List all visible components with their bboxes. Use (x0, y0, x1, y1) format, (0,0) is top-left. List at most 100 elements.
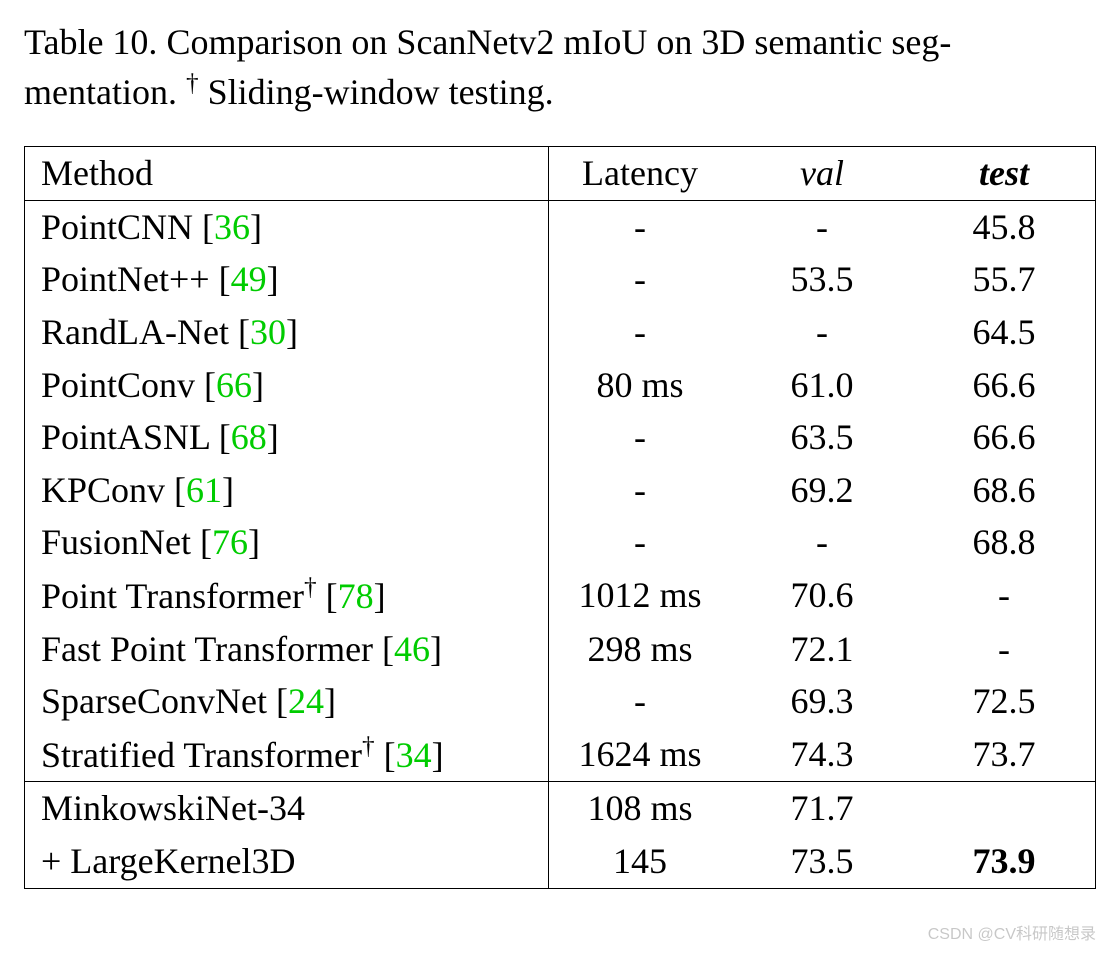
latency-cell: - (549, 306, 732, 359)
method-cell: Fast Point Transformer [46] (25, 623, 549, 676)
ref-bracket: ] (286, 312, 298, 352)
latency-cell: - (549, 253, 732, 306)
method-cell: Stratified Transformer† [34] (25, 728, 549, 782)
ref-bracket: [ (238, 312, 250, 352)
ref-bracket: [ (200, 522, 212, 562)
table-row: SparseConvNet [24]-69.372.5 (25, 675, 1096, 728)
table-row: Fast Point Transformer [46]298 ms72.1- (25, 623, 1096, 676)
method-cell: + LargeKernel3D (25, 835, 549, 888)
results-table: Method Latency val test PointCNN [36]--4… (24, 146, 1096, 888)
table-row: PointASNL [68]-63.566.6 (25, 411, 1096, 464)
ref-bracket: ] (250, 207, 262, 247)
table-caption: Table 10. Comparison on ScanNetv2 mIoU o… (24, 18, 1096, 116)
method-cell: RandLA-Net [30] (25, 306, 549, 359)
table-row: PointCNN [36]--45.8 (25, 200, 1096, 253)
method-name: + LargeKernel3D (41, 841, 296, 881)
ref-bracket: [ (276, 681, 288, 721)
table-row: + LargeKernel3D14573.573.9 (25, 835, 1096, 888)
method-cell: SparseConvNet [24] (25, 675, 549, 728)
ref-bracket: [ (326, 576, 338, 616)
method-name: MinkowskiNet-34 (41, 788, 305, 828)
latency-cell: 80 ms (549, 359, 732, 412)
citation-ref[interactable]: 49 (231, 259, 267, 299)
citation-ref[interactable]: 68 (231, 417, 267, 457)
method-name: PointConv (41, 365, 195, 405)
dagger-icon: † (362, 733, 375, 760)
val-cell: - (731, 306, 913, 359)
test-cell (913, 782, 1096, 835)
ref-bracket: ] (324, 681, 336, 721)
col-test: test (913, 147, 1096, 201)
latency-cell: - (549, 516, 732, 569)
test-cell: 66.6 (913, 411, 1096, 464)
citation-ref[interactable]: 36 (214, 207, 250, 247)
latency-cell: 1624 ms (549, 728, 732, 782)
method-cell: PointCNN [36] (25, 200, 549, 253)
method-cell: FusionNet [76] (25, 516, 549, 569)
watermark: CSDN @CV科研随想录 (928, 920, 1096, 944)
latency-cell: - (549, 200, 732, 253)
method-cell: PointNet++ [49] (25, 253, 549, 306)
citation-ref[interactable]: 34 (396, 735, 432, 775)
test-cell: 73.7 (913, 728, 1096, 782)
val-cell: - (731, 516, 913, 569)
val-cell: 63.5 (731, 411, 913, 464)
dagger-icon: † (304, 574, 317, 601)
caption-line2: mentation. (24, 72, 177, 112)
val-cell: 74.3 (731, 728, 913, 782)
citation-ref[interactable]: 30 (250, 312, 286, 352)
citation-ref[interactable]: 61 (186, 470, 222, 510)
val-cell: - (731, 200, 913, 253)
val-cell: 70.6 (731, 569, 913, 623)
ref-bracket: ] (374, 576, 386, 616)
ref-bracket: [ (384, 735, 396, 775)
table-row: PointConv [66]80 ms61.066.6 (25, 359, 1096, 412)
method-name: Stratified Transformer (41, 735, 362, 775)
val-cell: 72.1 (731, 623, 913, 676)
latency-cell: 145 (549, 835, 732, 888)
method-name: RandLA-Net (41, 312, 229, 352)
citation-ref[interactable]: 46 (394, 629, 430, 669)
table-row: MinkowskiNet-34 108 ms71.7 (25, 782, 1096, 835)
caption-line1: Comparison on ScanNetv2 mIoU on 3D seman… (166, 22, 951, 62)
table-row: FusionNet [76]--68.8 (25, 516, 1096, 569)
latency-cell: - (549, 464, 732, 517)
ref-bracket: ] (252, 365, 264, 405)
val-cell: 69.3 (731, 675, 913, 728)
ref-bracket: ] (267, 417, 279, 457)
test-cell: 68.8 (913, 516, 1096, 569)
table-row: Point Transformer† [78]1012 ms70.6- (25, 569, 1096, 623)
method-cell: Point Transformer† [78] (25, 569, 549, 623)
citation-ref[interactable]: 24 (288, 681, 324, 721)
method-name: PointCNN (41, 207, 193, 247)
citation-ref[interactable]: 66 (216, 365, 252, 405)
val-cell: 53.5 (731, 253, 913, 306)
val-cell: 71.7 (731, 782, 913, 835)
val-cell: 61.0 (731, 359, 913, 412)
table-row: KPConv [61]-69.268.6 (25, 464, 1096, 517)
latency-cell: 108 ms (549, 782, 732, 835)
ref-bracket: [ (202, 207, 214, 247)
ref-bracket: [ (219, 417, 231, 457)
col-method: Method (25, 147, 549, 201)
col-val: val (731, 147, 913, 201)
latency-cell: - (549, 675, 732, 728)
ref-bracket: [ (204, 365, 216, 405)
ref-bracket: [ (219, 259, 231, 299)
ref-bracket: ] (222, 470, 234, 510)
col-latency: Latency (549, 147, 732, 201)
method-name: Fast Point Transformer (41, 629, 373, 669)
ref-bracket: ] (248, 522, 260, 562)
method-cell: MinkowskiNet-34 (25, 782, 549, 835)
ref-bracket: [ (382, 629, 394, 669)
citation-ref[interactable]: 76 (212, 522, 248, 562)
method-cell: KPConv [61] (25, 464, 549, 517)
citation-ref[interactable]: 78 (338, 576, 374, 616)
test-cell: 64.5 (913, 306, 1096, 359)
method-name: PointNet++ (41, 259, 210, 299)
ref-bracket: ] (432, 735, 444, 775)
table-header-row: Method Latency val test (25, 147, 1096, 201)
test-cell: 55.7 (913, 253, 1096, 306)
test-cell: 45.8 (913, 200, 1096, 253)
method-cell: PointASNL [68] (25, 411, 549, 464)
